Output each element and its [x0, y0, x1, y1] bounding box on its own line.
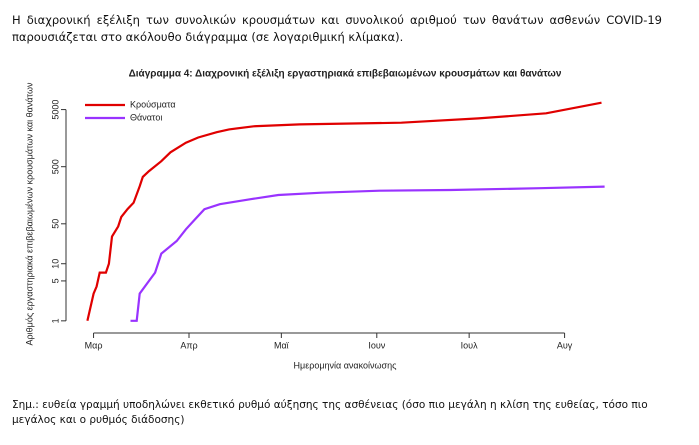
x-tick-label: Απρ: [180, 340, 197, 350]
y-tick-label: 50: [50, 219, 60, 229]
chart-title: Διάγραμμα 4: Διαχρονική εξέλιξη εργαστηρ…: [129, 69, 562, 80]
x-tick-label: Ιουν: [368, 340, 385, 350]
data-line: [86, 101, 602, 322]
data-line: [130, 185, 605, 322]
legend-label: Κρούσματα: [130, 99, 176, 109]
legend-label: Θάνατοι: [130, 112, 162, 122]
x-axis-label: Ημερομηνία ανακοίνωσης: [294, 360, 398, 370]
y-axis-label: Αριθμός εργαστηριακά επιβεβαιωμένων κρου…: [24, 82, 34, 345]
x-tick-label: Αυγ: [557, 340, 573, 350]
y-tick-label: 500: [50, 159, 60, 174]
y-tick-label: 1: [50, 318, 60, 323]
y-tick-label: 10: [50, 259, 60, 269]
note-text: Σημ.: ευθεία γραμμή υποδηλώνει εκθετικό …: [12, 399, 648, 426]
x-tick-label: Ιουλ: [461, 340, 478, 350]
x-tick-label: Μαϊ: [274, 340, 290, 350]
intro-text: Η διαχρονική εξέλιξη των συνολικών κρουσ…: [12, 13, 662, 44]
y-tick-label: 5: [50, 278, 60, 283]
x-tick-label: Μαρ: [85, 340, 103, 350]
y-tick-label: 5000: [50, 100, 60, 120]
